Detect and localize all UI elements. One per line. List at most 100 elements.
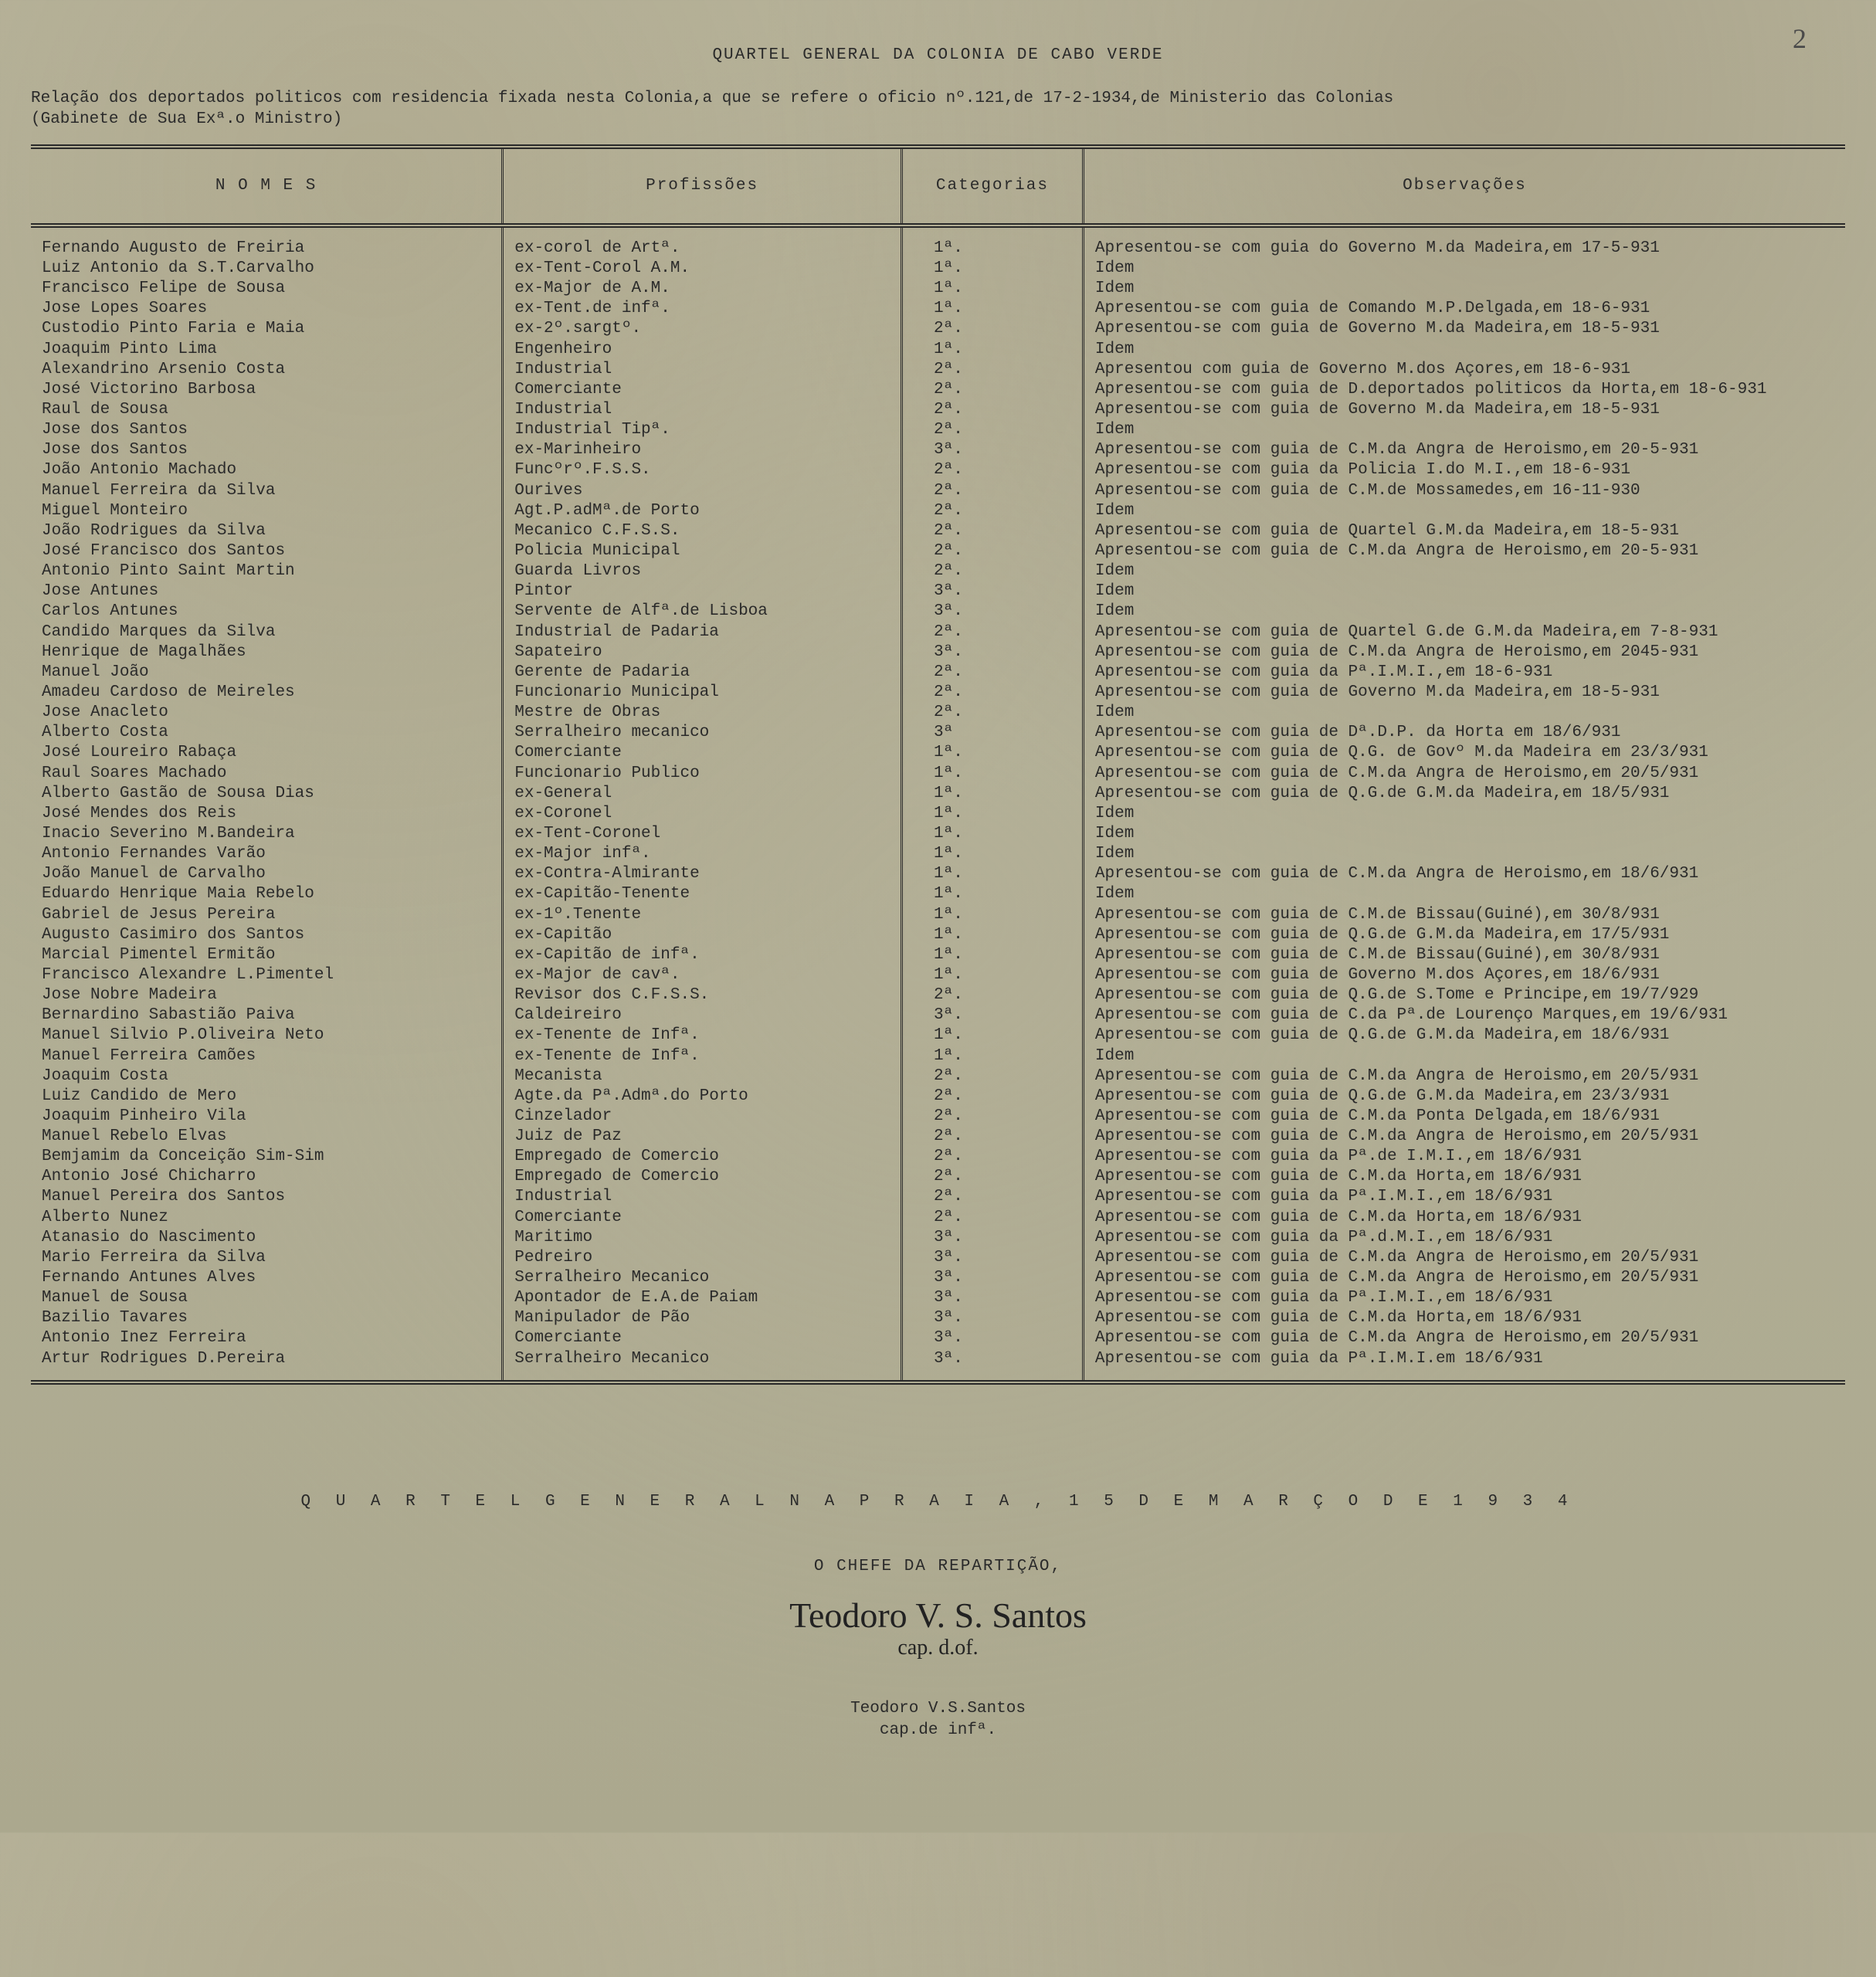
cell-categoria: 2ª. <box>902 561 1084 582</box>
cell-nome: Manuel Silvio P.Oliveira Neto <box>31 1026 503 1046</box>
cell-nome: Jose Lopes Soares <box>31 299 503 319</box>
cell-observacao: Apresentou-se com guia da Policia I.do M… <box>1083 460 1845 480</box>
table-row: Alberto NunezComerciante2ª.Apresentou-se… <box>31 1208 1845 1228</box>
cell-categoria: 2ª. <box>902 521 1084 541</box>
cell-categoria: 1ª. <box>902 905 1084 925</box>
cell-observacao: Apresentou-se com guia de C.da Pª.de Lou… <box>1083 1005 1845 1026</box>
cell-categoria: 2ª. <box>902 663 1084 683</box>
cell-observacao: Apresentou-se com guia de C.M.da Ponta D… <box>1083 1107 1845 1127</box>
document-subheader: Relação dos deportados politicos com res… <box>31 88 1845 131</box>
table-row: Inacio Severino M.Bandeiraex-Tent-Corone… <box>31 824 1845 844</box>
table-row: José Victorino BarbosaComerciante2ª.Apre… <box>31 380 1845 400</box>
cell-observacao: Apresentou-se com guia de C.M.da Angra d… <box>1083 1127 1845 1147</box>
table-row: Manuel Pereira dos SantosIndustrial2ª.Ap… <box>31 1187 1845 1207</box>
cell-nome: Carlos Antunes <box>31 602 503 622</box>
cell-categoria: 2ª. <box>902 319 1084 339</box>
cell-observacao: Apresentou-se com guia de Quartel G.M.da… <box>1083 521 1845 541</box>
cell-profissao: ex-Major de A.M. <box>503 279 902 299</box>
cell-nome: Raul de Sousa <box>31 400 503 420</box>
cell-profissao: ex-General <box>503 784 902 804</box>
cell-observacao: Idem <box>1083 844 1845 864</box>
cell-nome: Luiz Candido de Mero <box>31 1087 503 1107</box>
cell-observacao: Idem <box>1083 884 1845 904</box>
cell-observacao: Idem <box>1083 1046 1845 1066</box>
cell-observacao: Apresentou-se com guia de Q.G.de G.M.da … <box>1083 1026 1845 1046</box>
table-row: João Manuel de Carvalhoex-Contra-Almiran… <box>31 864 1845 884</box>
cell-categoria: 3ª. <box>902 643 1084 663</box>
cell-categoria: 2ª. <box>902 501 1084 521</box>
cell-categoria: 2ª. <box>902 683 1084 703</box>
cell-observacao: Apresentou-se com guia da Pª.I.M.I.,em 1… <box>1083 1288 1845 1308</box>
cell-nome: Bazilio Tavares <box>31 1308 503 1328</box>
cell-nome: Joaquim Pinheiro Vila <box>31 1107 503 1127</box>
table-row: Alberto CostaSerralheiro mecanico3ªApres… <box>31 723 1845 743</box>
footer-role: O CHEFE DA REPARTIÇÃO, <box>31 1558 1845 1576</box>
cell-categoria: 1ª. <box>902 764 1084 784</box>
cell-observacao: Apresentou-se com guia de Dª.D.P. da Hor… <box>1083 723 1845 743</box>
cell-nome: Manuel Ferreira Camões <box>31 1046 503 1066</box>
table-row: Joaquim Pinheiro VilaCinzelador2ª.Aprese… <box>31 1107 1845 1127</box>
table-row: Fernando Augusto de Freiriaex-corol de A… <box>31 239 1845 259</box>
table-row: Carlos AntunesServente de Alfª.de Lisboa… <box>31 602 1845 622</box>
table-row: Manuel de SousaApontador de E.A.de Paiam… <box>31 1288 1845 1308</box>
cell-observacao: Apresentou-se com guia de C.M.de Bissau(… <box>1083 945 1845 965</box>
cell-profissao: ex-1º.Tenente <box>503 905 902 925</box>
cell-nome: Luiz Antonio da S.T.Carvalho <box>31 259 503 279</box>
cell-observacao: Idem <box>1083 703 1845 723</box>
table-row: Augusto Casimiro dos Santosex-Capitão1ª.… <box>31 925 1845 945</box>
cell-nome: Bemjamim da Conceição Sim-Sim <box>31 1147 503 1167</box>
table-row: Custodio Pinto Faria e Maiaex-2º.sargtº.… <box>31 319 1845 339</box>
deportees-table: N O M E S Profissões Categorias Observaç… <box>31 149 1845 1380</box>
table-row: Jose dos SantosIndustrial Tipª.2ª.Idem <box>31 420 1845 440</box>
cell-categoria: 1ª. <box>902 340 1084 360</box>
document-title: QUARTEL GENERAL DA COLONIA DE CABO VERDE <box>31 46 1845 65</box>
cell-observacao: Apresentou-se com guia de Governo M.dos … <box>1083 965 1845 985</box>
cell-categoria: 1ª. <box>902 884 1084 904</box>
cell-nome: Henrique de Magalhães <box>31 643 503 663</box>
cell-observacao: Apresentou-se com guia de C.M.da Angra d… <box>1083 541 1845 561</box>
cell-observacao: Apresentou-se com guia de Quartel G.de G… <box>1083 622 1845 643</box>
table-row: Manuel Ferreira da SilvaOurives2ª.Aprese… <box>31 481 1845 501</box>
cell-categoria: 1ª. <box>902 824 1084 844</box>
cell-profissao: Comerciante <box>503 380 902 400</box>
cell-categoria: 1ª. <box>902 299 1084 319</box>
cell-observacao: Apresentou-se com guia de C.M.da Angra d… <box>1083 643 1845 663</box>
cell-profissao: Mestre de Obras <box>503 703 902 723</box>
cell-profissao: ex-Tent.de infª. <box>503 299 902 319</box>
cell-nome: José Mendes dos Reis <box>31 804 503 824</box>
cell-profissao: Cinzelador <box>503 1107 902 1127</box>
cell-categoria: 2ª. <box>902 380 1084 400</box>
cell-nome: Manuel Rebelo Elvas <box>31 1127 503 1147</box>
cell-observacao: Apresentou com guia de Governo M.dos Aço… <box>1083 360 1845 380</box>
cell-profissao: ex-Capitão-Tenente <box>503 884 902 904</box>
cell-observacao: Apresentou-se com guia de D.deportados p… <box>1083 380 1845 400</box>
cell-categoria: 3ª. <box>902 582 1084 602</box>
cell-profissao: Agte.da Pª.Admª.do Porto <box>503 1087 902 1107</box>
table-row: Manuel JoãoGerente de Padaria2ª.Apresent… <box>31 663 1845 683</box>
table-row: Jose Lopes Soaresex-Tent.de infª.1ª.Apre… <box>31 299 1845 319</box>
cell-observacao: Apresentou-se com guia da Pª.d.M.I.,em 1… <box>1083 1228 1845 1248</box>
table-row: Raul Soares MachadoFuncionario Publico1ª… <box>31 764 1845 784</box>
table-row: Antonio Inez FerreiraComerciante3ª.Apres… <box>31 1328 1845 1348</box>
table-row: Antonio José ChicharroEmpregado de Comer… <box>31 1167 1845 1187</box>
cell-categoria: 1ª. <box>902 1046 1084 1066</box>
cell-profissao: ex-Contra-Almirante <box>503 864 902 884</box>
cell-observacao: Apresentou-se com guia da Pª.I.M.I.,em 1… <box>1083 1187 1845 1207</box>
cell-categoria: 3ª. <box>902 1268 1084 1288</box>
cell-nome: Atanasio do Nascimento <box>31 1228 503 1248</box>
cell-profissao: Pintor <box>503 582 902 602</box>
cell-profissao: Ourives <box>503 481 902 501</box>
cell-observacao: Idem <box>1083 340 1845 360</box>
cell-nome: José Loureiro Rabaça <box>31 743 503 763</box>
cell-categoria: 3ª. <box>902 1288 1084 1308</box>
cell-profissao: ex-Capitão de infª. <box>503 945 902 965</box>
cell-nome: Jose dos Santos <box>31 420 503 440</box>
cell-nome: Antonio Inez Ferreira <box>31 1328 503 1348</box>
cell-categoria: 2ª. <box>902 360 1084 380</box>
cell-observacao: Idem <box>1083 582 1845 602</box>
cell-profissao: Juiz de Paz <box>503 1127 902 1147</box>
cell-nome: José Francisco dos Santos <box>31 541 503 561</box>
cell-profissao: Pedreiro <box>503 1248 902 1268</box>
cell-observacao: Apresentou-se com guia de Q.G.de G.M.da … <box>1083 1087 1845 1107</box>
page-number: 2 <box>1793 23 1806 55</box>
